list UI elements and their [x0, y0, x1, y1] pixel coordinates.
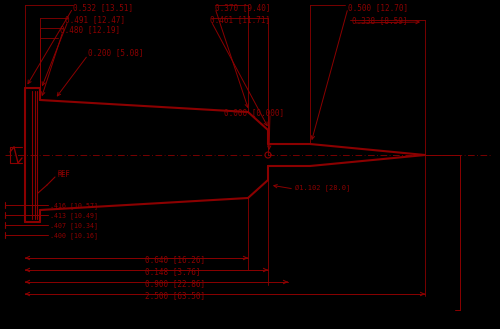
- Text: .413 [10.49]: .413 [10.49]: [50, 212, 98, 219]
- Text: Ø1.102 [28.0]: Ø1.102 [28.0]: [295, 184, 350, 191]
- Text: 0.532 [13.51]: 0.532 [13.51]: [73, 3, 133, 12]
- Text: REF: REF: [58, 172, 71, 178]
- Text: 0.900 [22.86]: 0.900 [22.86]: [145, 279, 205, 288]
- Text: 0.200 [5.08]: 0.200 [5.08]: [88, 48, 144, 57]
- Text: 0.491 [12.47]: 0.491 [12.47]: [65, 15, 125, 24]
- Text: 0.461 [11.71]: 0.461 [11.71]: [210, 15, 270, 24]
- Text: 2.500 [63.50]: 2.500 [63.50]: [145, 291, 205, 300]
- Text: 0.338 [8.59]: 0.338 [8.59]: [352, 16, 408, 25]
- Text: .416 [10.57]: .416 [10.57]: [50, 202, 98, 209]
- Text: 0.500 [12.70]: 0.500 [12.70]: [348, 3, 408, 12]
- Text: 0.148 [3.76]: 0.148 [3.76]: [145, 267, 201, 276]
- Text: 0.640 [16.26]: 0.640 [16.26]: [145, 255, 205, 264]
- Text: .400 [10.16]: .400 [10.16]: [50, 232, 98, 239]
- Text: REF: REF: [58, 170, 71, 176]
- Text: 0.480 [12.19]: 0.480 [12.19]: [60, 25, 120, 34]
- Text: .407 [10.34]: .407 [10.34]: [50, 222, 98, 229]
- Text: 0.000 [0.000]: 0.000 [0.000]: [224, 108, 284, 117]
- Text: 0.370 [9.40]: 0.370 [9.40]: [215, 3, 270, 12]
